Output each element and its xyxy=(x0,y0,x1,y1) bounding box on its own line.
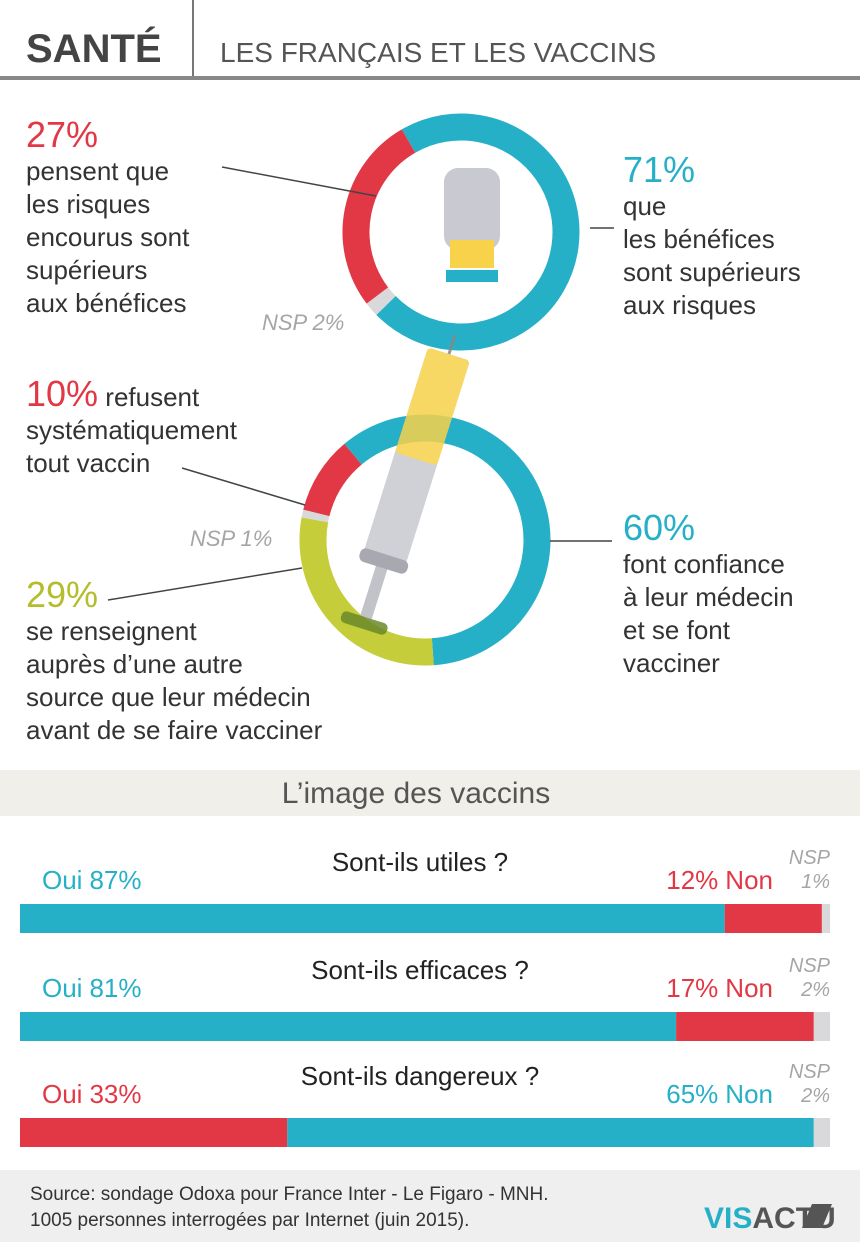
series-label: Oui 81% xyxy=(42,973,142,1003)
donut-slice xyxy=(366,287,396,315)
value-label: 71% xyxy=(623,149,696,190)
vial-body xyxy=(444,168,500,250)
source-line: Source: sondage Odoxa pour France Inter … xyxy=(30,1184,549,1205)
syringe xyxy=(340,334,469,635)
slice-label: NSP 2% xyxy=(262,306,344,339)
legend-label: NSP xyxy=(789,1061,831,1083)
value-label: 27% xyxy=(26,114,99,155)
logo-icon xyxy=(802,1204,832,1228)
bar-segment xyxy=(676,1012,814,1041)
fluid xyxy=(395,348,469,465)
bar-segment xyxy=(724,904,822,933)
slice-description: NSP xyxy=(262,310,307,335)
bar-segment xyxy=(287,1118,814,1147)
series-label: 65% Non xyxy=(666,1079,773,1109)
slice-label: 71% que les bénéfices sont supérieurs au… xyxy=(623,150,801,322)
vial-cap xyxy=(446,270,498,282)
vial-neck xyxy=(450,240,494,268)
value-label: 81% xyxy=(89,973,141,1003)
value-label: 1% xyxy=(801,871,830,893)
legend-label: Non xyxy=(725,1079,773,1109)
slice-description: refusent systématiquement tout vaccin xyxy=(26,382,237,478)
leaders xyxy=(107,166,614,601)
donut-slice xyxy=(299,517,434,666)
slice-label: NSP 1% xyxy=(190,522,272,555)
bar-title: Sont-ils dangereux ? xyxy=(301,1061,539,1091)
handle xyxy=(340,611,388,635)
slice-description: se renseignent auprès d’une autre source… xyxy=(26,616,323,745)
value-label: 29% xyxy=(26,574,99,615)
slice-label: 27% pensent que les risques encourus son… xyxy=(26,115,189,320)
value-label: 65% xyxy=(666,1079,718,1109)
leader-line xyxy=(107,567,303,601)
value-label: 12% xyxy=(666,865,718,895)
bars: Sont-ils utiles ?Oui 87% 12% NonNSP1%Sont-i… xyxy=(20,847,831,1147)
value-label: 2% xyxy=(312,310,345,335)
bar-title: Sont-ils efficaces ? xyxy=(311,955,529,985)
value-label: 17% xyxy=(666,973,718,1003)
donut-slice xyxy=(342,129,416,304)
slice-label: 60% font confiance à leur médecin et se … xyxy=(623,508,794,680)
donut-slice xyxy=(303,443,363,517)
series-label: Oui 87% xyxy=(42,865,142,895)
value-label: 60% xyxy=(623,507,696,548)
value-label: 1% xyxy=(240,526,273,551)
leader-line xyxy=(181,467,306,506)
bar-segment xyxy=(813,1012,830,1041)
donut-slice xyxy=(301,509,330,523)
bar-segment xyxy=(821,904,830,933)
value-label: 2% xyxy=(800,979,830,1001)
logo-part: VIS xyxy=(704,1202,752,1235)
header-subtitle: LES FRANÇAIS ET LES VACCINS xyxy=(220,37,656,68)
needle xyxy=(446,334,457,357)
source-line: 1005 personnes interrogées par Internet … xyxy=(30,1210,469,1231)
piston xyxy=(359,548,409,574)
series-label: 17% Non xyxy=(666,973,773,1003)
bar-segment xyxy=(813,1118,830,1147)
bar-title: Sont-ils utiles ? xyxy=(332,847,508,877)
value-label: 33% xyxy=(89,1079,141,1109)
vial xyxy=(444,168,500,282)
header-title: SANTÉ xyxy=(26,26,162,71)
series-label: 12% Non xyxy=(666,865,773,895)
slice-label: 10% refusent systématiquement tout vacci… xyxy=(26,374,237,480)
bar-segment xyxy=(20,904,725,933)
slice-description: font confiance à leur médecin et se font… xyxy=(623,549,794,678)
plunger xyxy=(359,557,391,623)
legend-label: Non xyxy=(725,865,773,895)
slice-description: pensent que les risques encourus sont su… xyxy=(26,156,190,318)
legend-label: NSP xyxy=(789,847,831,869)
value-label: 87% xyxy=(89,865,141,895)
legend-label: NSP xyxy=(789,955,831,977)
slice-description: NSP xyxy=(190,526,235,551)
legend-label: Oui xyxy=(42,973,82,1003)
section-band xyxy=(0,770,860,816)
donut-slice xyxy=(376,113,580,351)
leader-line xyxy=(221,166,377,197)
value-label: 2% xyxy=(800,1085,830,1107)
series-label: Oui 33% xyxy=(42,1079,142,1109)
value-label: 10% xyxy=(26,373,99,414)
bar-segment xyxy=(20,1118,288,1147)
legend-label: Oui xyxy=(42,1079,82,1109)
section-title: L’image des vaccins xyxy=(282,777,550,810)
slice-description: que les bénéfices sont supérieurs aux ri… xyxy=(623,191,801,320)
legend-label: Non xyxy=(725,973,773,1003)
bar-segment xyxy=(20,1012,677,1041)
slice-label: 29% se renseignent auprès d’une autre so… xyxy=(26,575,322,747)
footer-band xyxy=(0,1170,860,1242)
legend-label: Oui xyxy=(42,865,82,895)
